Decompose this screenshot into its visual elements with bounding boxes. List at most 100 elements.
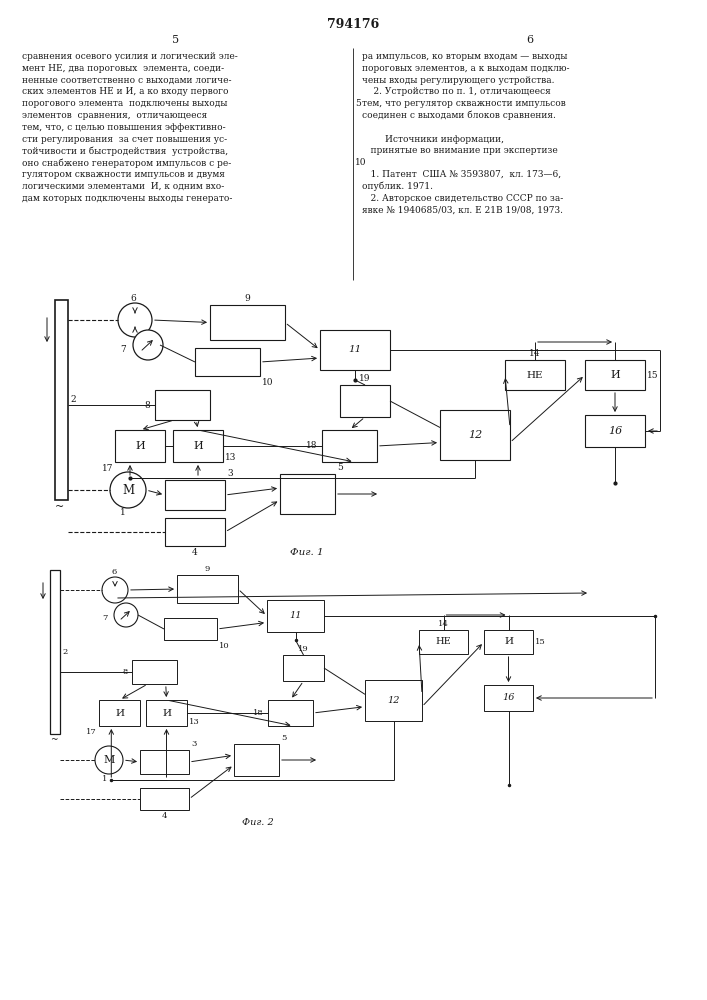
Text: 8: 8 (122, 668, 128, 676)
Text: мент НЕ, два пороговых  элемента, соеди-: мент НЕ, два пороговых элемента, соеди- (22, 64, 224, 73)
Text: тойчивости и быстродействия  устройства,: тойчивости и быстродействия устройства, (22, 146, 228, 156)
Text: ~: ~ (50, 735, 57, 744)
Bar (164, 618, 217, 640)
Bar (419, 630, 468, 654)
Text: 3: 3 (191, 740, 197, 748)
Text: сравнения осевого усилия и логический эле-: сравнения осевого усилия и логический эл… (22, 52, 238, 61)
Text: НЕ: НЕ (436, 638, 451, 647)
Text: Фиг. 1: Фиг. 1 (290, 548, 324, 557)
Bar (55, 300, 68, 500)
Text: 17: 17 (102, 464, 113, 473)
Text: 2. Устройство по п. 1, отличающееся: 2. Устройство по п. 1, отличающееся (362, 87, 551, 96)
Bar (267, 600, 324, 632)
Text: 7: 7 (103, 614, 108, 622)
Text: 15: 15 (647, 370, 659, 379)
Bar (505, 360, 565, 390)
Text: оно снабжено генератором импульсов с ре-: оно снабжено генератором импульсов с ре- (22, 158, 231, 168)
Text: 10: 10 (262, 378, 274, 387)
Text: явке № 1940685/03, кл. Е 21В 19/08, 1973.: явке № 1940685/03, кл. Е 21В 19/08, 1973… (362, 205, 563, 214)
Circle shape (110, 472, 146, 508)
Bar (132, 660, 177, 684)
Text: принятые во внимание при экспертизе: принятые во внимание при экспертизе (362, 146, 558, 155)
Text: логическими элементами  И, к одним вхо-: логическими элементами И, к одним вхо- (22, 182, 224, 191)
Text: М: М (122, 484, 134, 496)
Text: 1. Патент  США № 3593807,  кл. 173—6,: 1. Патент США № 3593807, кл. 173—6, (362, 170, 561, 179)
Text: 3: 3 (227, 469, 233, 478)
Text: гулятором скважности импульсов и двумя: гулятором скважности импульсов и двумя (22, 170, 225, 179)
Text: 2: 2 (70, 395, 76, 404)
Text: 11: 11 (289, 611, 302, 620)
Text: 6: 6 (112, 568, 117, 576)
Text: И: И (115, 708, 124, 718)
Circle shape (102, 577, 128, 603)
Text: 7: 7 (120, 346, 126, 355)
Text: 16: 16 (608, 426, 622, 436)
Text: порогового элемента  подключены выходы: порогового элемента подключены выходы (22, 99, 228, 108)
Text: 13: 13 (225, 453, 236, 462)
Bar (585, 360, 645, 390)
Bar (440, 410, 510, 460)
Text: 16: 16 (502, 694, 515, 702)
Text: чены входы регулирующего устройства.: чены входы регулирующего устройства. (362, 76, 554, 85)
Bar (140, 788, 189, 810)
Bar (585, 415, 645, 447)
Text: Источники информации,: Источники информации, (362, 135, 504, 144)
Text: 8: 8 (144, 400, 150, 410)
Text: И: И (610, 370, 620, 380)
Circle shape (95, 746, 123, 774)
Text: ненные соответственно с выходами логиче-: ненные соответственно с выходами логиче- (22, 76, 231, 85)
Bar (210, 305, 285, 340)
Text: тем, что регулятор скважности импульсов: тем, что регулятор скважности импульсов (362, 99, 566, 108)
Text: 5: 5 (281, 734, 286, 742)
Text: НЕ: НЕ (527, 370, 543, 379)
Text: элементов  сравнения,  отличающееся: элементов сравнения, отличающееся (22, 111, 207, 120)
Bar (268, 700, 313, 726)
Bar (140, 750, 189, 774)
Text: соединен с выходами блоков сравнения.: соединен с выходами блоков сравнения. (362, 111, 556, 120)
Text: М: М (103, 755, 115, 765)
Text: 14: 14 (530, 349, 541, 358)
Text: 9: 9 (205, 565, 210, 573)
Text: И: И (504, 638, 513, 647)
Text: дам которых подключены выходы генерато-: дам которых подключены выходы генерато- (22, 194, 233, 203)
Bar (165, 480, 225, 510)
Bar (365, 680, 422, 721)
Text: ~: ~ (55, 502, 64, 512)
Text: опублик. 1971.: опублик. 1971. (362, 182, 433, 191)
Bar (195, 348, 260, 376)
Text: пороговых элементов, а к выходам подклю-: пороговых элементов, а к выходам подклю- (362, 64, 570, 73)
Bar (115, 430, 165, 462)
Text: 11: 11 (349, 346, 361, 355)
Text: 4: 4 (162, 812, 168, 820)
Text: 4: 4 (192, 548, 198, 557)
Circle shape (118, 303, 152, 337)
Circle shape (133, 330, 163, 360)
Text: 18: 18 (253, 709, 264, 717)
Bar (322, 430, 377, 462)
Bar (340, 385, 390, 417)
Bar (484, 685, 533, 711)
Bar (234, 744, 279, 776)
Text: 2. Авторское свидетельство СССР по за-: 2. Авторское свидетельство СССР по за- (362, 194, 563, 203)
Text: 5: 5 (173, 35, 180, 45)
Text: 2: 2 (62, 648, 67, 656)
Text: 9: 9 (245, 294, 250, 303)
Text: ра импульсов, ко вторым входам — выходы: ра импульсов, ко вторым входам — выходы (362, 52, 568, 61)
Text: 12: 12 (468, 430, 482, 440)
Bar (283, 655, 324, 681)
Text: 19: 19 (359, 374, 370, 383)
Bar (146, 700, 187, 726)
Bar (165, 518, 225, 546)
Text: 794176: 794176 (327, 18, 379, 31)
Text: 15: 15 (535, 638, 546, 646)
Bar (484, 630, 533, 654)
Text: 1: 1 (103, 775, 107, 783)
Text: 1: 1 (120, 508, 126, 517)
Bar (320, 330, 390, 370)
Text: 5: 5 (337, 463, 343, 472)
Text: И: И (135, 441, 145, 451)
Text: 13: 13 (189, 718, 200, 726)
Text: 19: 19 (298, 645, 309, 653)
Bar (280, 474, 335, 514)
Bar (50, 570, 60, 734)
